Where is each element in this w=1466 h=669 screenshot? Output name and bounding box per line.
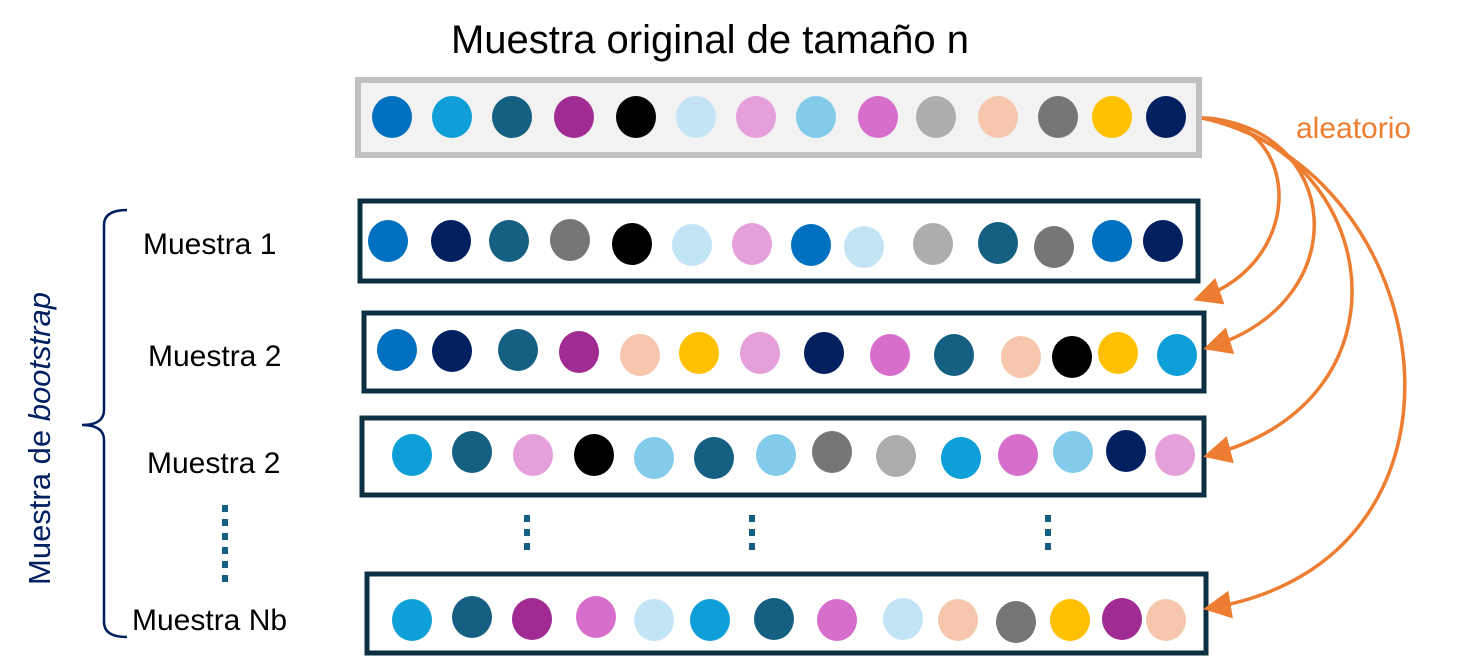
- sample-item-dot: [996, 601, 1036, 643]
- sample-item-dot: [620, 334, 660, 376]
- sample-item-dot: [634, 437, 674, 479]
- sample-item-dot: [377, 329, 417, 371]
- sample-item-dot: [513, 434, 553, 476]
- sample-item-dot: [754, 598, 794, 640]
- sample-item-dot: [550, 219, 590, 261]
- sample-item-dot: [452, 596, 492, 638]
- ellipsis-dots-labels: [222, 505, 228, 512]
- sample-item-dot: [998, 434, 1038, 476]
- sample-item-dot: [791, 224, 831, 266]
- sample-item-dot: [978, 222, 1018, 264]
- sample-item-dot: [392, 434, 432, 476]
- sample-item-dot: [1106, 430, 1146, 472]
- sample-item-dot: [883, 598, 923, 640]
- sample-item-dot: [1034, 226, 1074, 268]
- sample-item-dot: [559, 331, 599, 373]
- ellipsis-dots: [524, 515, 530, 522]
- sample-item-dot: [694, 437, 734, 479]
- ellipsis-dots-labels: [222, 519, 228, 526]
- sample-item-dot: [576, 596, 616, 638]
- original-item-dot: [616, 96, 656, 138]
- sample-item-dot: [1053, 431, 1093, 473]
- sample-item-dot: [574, 434, 614, 476]
- sample-label-1: Muestra 1: [143, 228, 277, 261]
- ellipsis-dots: [749, 529, 755, 536]
- ellipsis-dots: [749, 515, 755, 522]
- original-item-dot: [492, 96, 532, 138]
- sample-label-3: Muestra 2: [147, 447, 281, 480]
- sample-item-dot: [817, 599, 857, 641]
- sample-item-dot: [672, 224, 712, 266]
- original-item-dot: [916, 96, 956, 138]
- original-item-dot: [1146, 96, 1186, 138]
- bootstrap-group-label: Muestra de bootstrap: [22, 292, 58, 585]
- random-draw-arrow: [1201, 116, 1407, 619]
- sample-item-dot: [938, 599, 978, 641]
- ellipsis-dots-labels: [222, 575, 228, 582]
- random-draw-arrow: [1201, 116, 1316, 355]
- sample-item-dot: [690, 599, 730, 641]
- original-item-dot: [796, 96, 836, 138]
- sample-item-dot: [756, 434, 796, 476]
- sample-item-dot: [432, 330, 472, 372]
- sample-label-2: Muestra 2: [148, 340, 282, 373]
- ellipsis-dots-labels: [222, 561, 228, 568]
- sample-item-dot: [1050, 599, 1090, 641]
- sample-item-dot: [612, 223, 652, 265]
- sample-item-dot: [431, 220, 471, 262]
- ellipsis-dots: [749, 543, 755, 550]
- diagram-title: Muestra original de tamaño n: [450, 18, 970, 62]
- sample-item-dot: [498, 329, 538, 371]
- curly-brace: [81, 208, 128, 639]
- sample-item-dot: [1146, 599, 1186, 641]
- sample-item-dot: [1098, 332, 1138, 374]
- original-item-dot: [736, 96, 776, 138]
- sample-item-dot: [934, 334, 974, 376]
- sample-item-dot: [941, 437, 981, 479]
- sample-item-dot: [844, 226, 884, 268]
- group-label-emphasis: bootstrap: [22, 292, 57, 422]
- original-item-dot: [978, 96, 1018, 138]
- original-item-dot: [554, 96, 594, 138]
- sample-item-dot: [870, 334, 910, 376]
- sample-item-dot: [812, 431, 852, 473]
- sample-item-dot: [452, 431, 492, 473]
- original-item-dot: [858, 96, 898, 138]
- random-draw-arrow: [1193, 116, 1281, 305]
- ellipsis-dots: [1045, 543, 1051, 550]
- original-item-dot: [372, 96, 412, 138]
- sample-item-dot: [634, 599, 674, 641]
- sample-item-dot: [876, 435, 916, 477]
- ellipsis-dots: [1045, 529, 1051, 536]
- ellipsis-dots: [524, 529, 530, 536]
- original-item-dot: [1038, 96, 1078, 138]
- sample-item-dot: [489, 220, 529, 262]
- ellipsis-dots-labels: [222, 547, 228, 554]
- original-item-dot: [432, 96, 472, 138]
- original-item-dot: [676, 96, 716, 138]
- sample-item-dot: [1092, 220, 1132, 262]
- sample-item-dot: [1157, 334, 1197, 376]
- sample-item-dot: [740, 332, 780, 374]
- sample-item-dot: [1102, 598, 1142, 640]
- sample-item-dot: [732, 223, 772, 265]
- sample-item-dot: [1052, 336, 1092, 378]
- sample-label-nb: Muestra Nb: [132, 604, 288, 637]
- sample-item-dot: [1143, 220, 1183, 262]
- random-label: aleatorio: [1296, 112, 1412, 145]
- sample-item-dot: [1155, 434, 1195, 476]
- sample-item-dot: [804, 332, 844, 374]
- sample-item-dot: [368, 220, 408, 262]
- sample-item-dot: [512, 598, 552, 640]
- ellipsis-dots-labels: [222, 533, 228, 540]
- sample-item-dot: [679, 332, 719, 374]
- sample-item-dot: [913, 223, 953, 265]
- group-label-prefix: Muestra de: [22, 421, 57, 585]
- sample-item-dot: [1001, 336, 1041, 378]
- original-item-dot: [1092, 96, 1132, 138]
- sample-item-dot: [392, 599, 432, 641]
- ellipsis-dots: [1045, 515, 1051, 522]
- ellipsis-dots: [524, 543, 530, 550]
